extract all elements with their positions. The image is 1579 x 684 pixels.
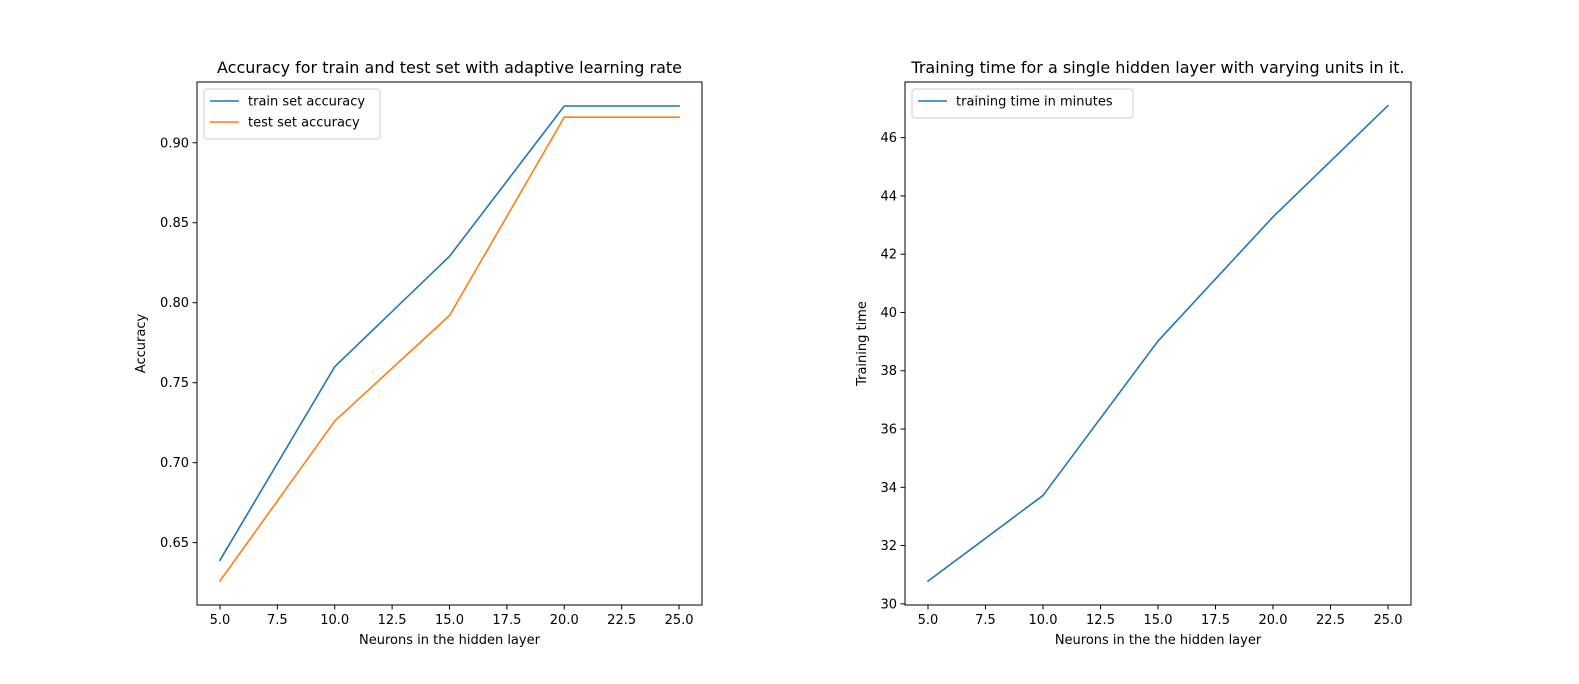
x-tick-label: 10.0 bbox=[1029, 613, 1058, 628]
accuracy-chart: Accuracy for train and test set with ada… bbox=[134, 58, 703, 648]
y-tick-label: 38 bbox=[880, 364, 897, 379]
accuracy-legend: train set accuracy test set accuracy bbox=[203, 88, 381, 140]
x-tick-label: 10.0 bbox=[320, 613, 349, 628]
training-time-chart-title: Training time for a single hidden layer … bbox=[910, 58, 1404, 77]
x-tick-label: 20.0 bbox=[550, 613, 579, 628]
y-tick-label: 0.90 bbox=[160, 136, 189, 151]
accuracy-chart-title: Accuracy for train and test set with ada… bbox=[217, 58, 682, 77]
x-tick-label: 7.5 bbox=[975, 613, 996, 628]
y-tick-label: 0.85 bbox=[160, 216, 189, 231]
x-tick-label: 17.5 bbox=[1201, 613, 1230, 628]
y-tick-label: 30 bbox=[880, 597, 897, 612]
legend-label: training time in minutes bbox=[956, 95, 1113, 110]
y-tick-label: 36 bbox=[880, 423, 897, 438]
x-tick-label: 25.0 bbox=[1374, 613, 1403, 628]
y-tick-label: 34 bbox=[880, 481, 897, 496]
y-tick-label: 46 bbox=[880, 131, 897, 146]
x-tick-label: 5.0 bbox=[210, 613, 231, 628]
x-tick-label: 15.0 bbox=[435, 613, 464, 628]
x-tick-label: 5.0 bbox=[918, 613, 939, 628]
accuracy-y-axis-label: Accuracy bbox=[134, 314, 149, 374]
training-time-legend: training time in minutes bbox=[911, 88, 1134, 119]
x-tick-label: 25.0 bbox=[665, 613, 694, 628]
x-tick-label: 22.5 bbox=[607, 613, 636, 628]
legend-box bbox=[911, 88, 1134, 119]
x-tick-label: 20.0 bbox=[1259, 613, 1288, 628]
x-tick-label: 7.5 bbox=[267, 613, 288, 628]
accuracy-axes-frame bbox=[196, 81, 703, 606]
training-time-x-axis-label: Neurons in the the hidden layer bbox=[1055, 633, 1262, 648]
training-time-chart: Training time for a single hidden layer … bbox=[855, 58, 1412, 648]
legend-label: test set accuracy bbox=[248, 116, 360, 131]
x-tick-label: 12.5 bbox=[378, 613, 407, 628]
series-line-training-time-in-minutes bbox=[926, 104, 1390, 583]
training-time-axes-frame bbox=[904, 81, 1412, 606]
training-time-y-axis-label: Training time bbox=[855, 301, 870, 387]
y-tick-label: 0.70 bbox=[160, 456, 189, 471]
x-tick-label: 12.5 bbox=[1086, 613, 1115, 628]
x-tick-label: 22.5 bbox=[1316, 613, 1345, 628]
legend-box bbox=[203, 88, 381, 140]
series-line-test-set-accuracy bbox=[218, 116, 680, 583]
x-tick-label: 15.0 bbox=[1144, 613, 1173, 628]
y-tick-label: 42 bbox=[880, 248, 897, 263]
accuracy-x-axis-label: Neurons in the hidden layer bbox=[359, 633, 541, 648]
x-tick-label: 17.5 bbox=[492, 613, 521, 628]
y-tick-label: 0.65 bbox=[160, 536, 189, 551]
legend-label: train set accuracy bbox=[248, 95, 365, 110]
y-tick-label: 0.80 bbox=[160, 296, 189, 311]
y-tick-label: 40 bbox=[880, 306, 897, 321]
series-line-train-set-accuracy bbox=[218, 105, 680, 562]
y-tick-label: 32 bbox=[880, 539, 897, 554]
y-tick-label: 0.75 bbox=[160, 376, 189, 391]
y-tick-label: 44 bbox=[880, 189, 897, 204]
